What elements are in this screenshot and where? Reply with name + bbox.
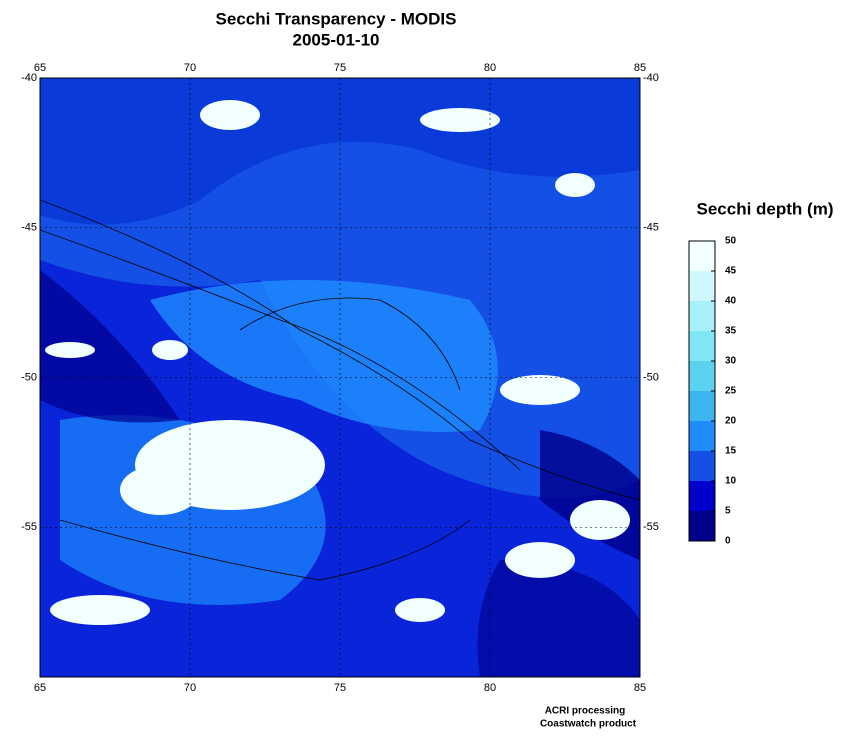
- footer-text: Coastwatch product: [540, 719, 637, 730]
- title: Secchi Transparency - MODIS: [216, 9, 457, 28]
- colorbar-label: Secchi depth (m): [697, 199, 834, 218]
- colorbar-band: [689, 391, 715, 421]
- lat-tick-label: -50: [643, 371, 659, 383]
- colorbar-band: [689, 301, 715, 331]
- lon-tick-label: 75: [334, 682, 346, 694]
- lat-tick-label: -55: [643, 521, 659, 533]
- colorbar-tick-label: 15: [725, 446, 737, 457]
- colorbar-tick-label: 40: [725, 296, 737, 307]
- lat-tick-label: -40: [21, 72, 37, 84]
- lon-tick-label: 65: [34, 62, 46, 74]
- lon-tick-label: 75: [334, 62, 346, 74]
- lon-tick-label: 70: [184, 682, 196, 694]
- colorbar-band: [689, 481, 715, 511]
- colorbar-tick-label: 50: [725, 236, 737, 247]
- colorbar-band: [689, 421, 715, 451]
- colorbar-tick-label: 45: [725, 266, 737, 277]
- lat-tick-label: -40: [643, 72, 659, 84]
- colorbar-tick-label: 20: [725, 416, 737, 427]
- lat-tick-label: -45: [21, 222, 37, 234]
- lat-tick-label: -45: [643, 222, 659, 234]
- colorbar-band: [689, 511, 715, 541]
- colorbar-band: [689, 241, 715, 271]
- colorbar-tick-label: 5: [725, 506, 731, 517]
- colorbar-tick-label: 30: [725, 356, 737, 367]
- lat-tick-label: -55: [21, 521, 37, 533]
- lon-tick-label: 80: [484, 62, 496, 74]
- lat-tick-label: -50: [21, 371, 37, 383]
- colorbar-tick-label: 25: [725, 386, 737, 397]
- colorbar-band: [689, 451, 715, 481]
- footer-text: ACRI processing: [545, 706, 626, 717]
- lon-tick-label: 85: [634, 682, 646, 694]
- lon-tick-label: 70: [184, 62, 196, 74]
- colorbar-tick-label: 35: [725, 326, 737, 337]
- colorbar-band: [689, 361, 715, 391]
- lon-tick-label: 80: [484, 682, 496, 694]
- colorbar-band: [689, 331, 715, 361]
- colorbar-band: [689, 271, 715, 301]
- colorbar-tick-label: 10: [725, 476, 737, 487]
- colorbar-tick-label: 0: [725, 536, 731, 547]
- lon-tick-label: 65: [34, 682, 46, 694]
- date: 2005-01-10: [293, 30, 380, 49]
- lon-tick-label: 85: [634, 62, 646, 74]
